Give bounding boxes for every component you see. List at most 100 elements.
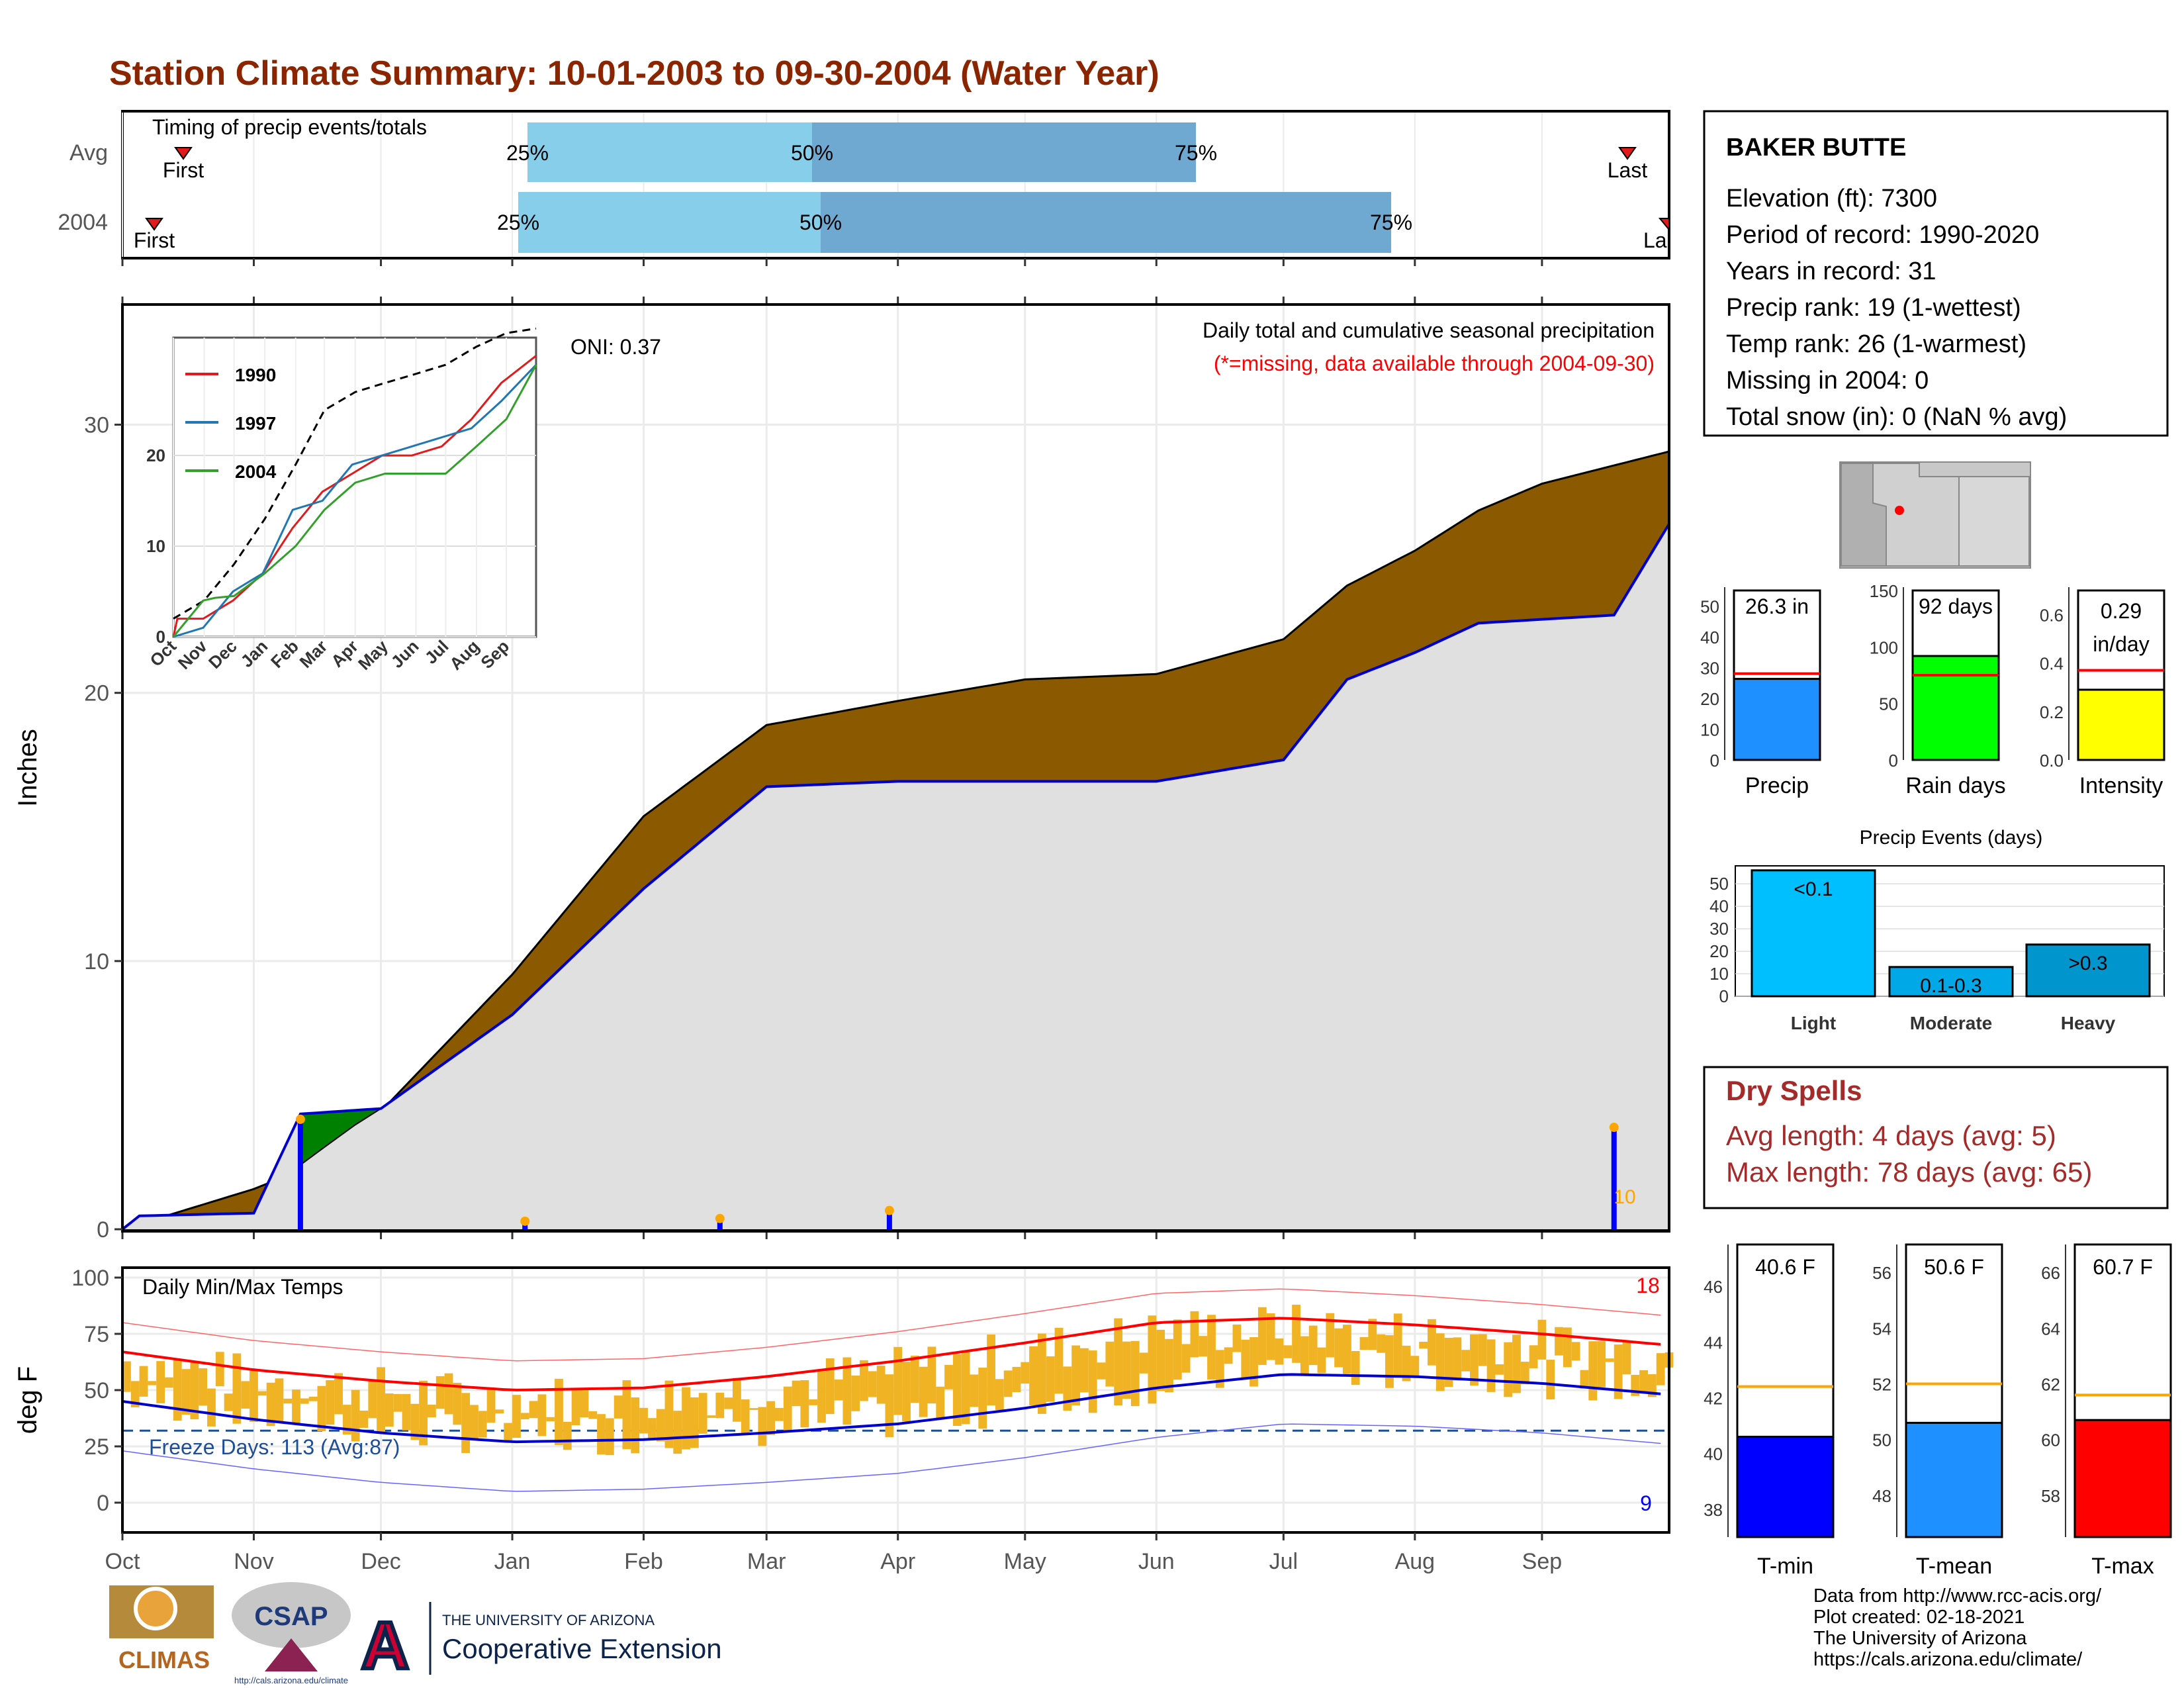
daily-temp-bar: [1181, 1344, 1191, 1373]
daily-temp-bar: [995, 1379, 1004, 1411]
temp-ytick-label: 25: [84, 1434, 109, 1460]
footer-logos: CLIMAS CSAP http://cals.arizona.edu/clim…: [109, 1582, 722, 1685]
temp-lines: [122, 1288, 1661, 1492]
daily-temp-bar: [435, 1376, 445, 1409]
climas-logo: CLIMAS: [109, 1585, 214, 1673]
station-location-marker: [1895, 506, 1904, 515]
timing-avg-last: Last: [1608, 158, 1648, 182]
daily-temp-bar: [1351, 1350, 1360, 1385]
daily-temp-bar: [978, 1368, 987, 1429]
daily-precip-marker: [1609, 1123, 1619, 1133]
daily-temp-bar: [283, 1398, 293, 1404]
temp-summary-ytick-label: 46: [1704, 1277, 1723, 1297]
station-info-frame: [1703, 110, 2169, 437]
climas-text: CLIMAS: [118, 1646, 210, 1673]
temp-label: Daily Min/Max Temps: [142, 1275, 343, 1299]
month-label: Dec: [361, 1549, 400, 1574]
month-label: Mar: [747, 1549, 786, 1574]
temp-summary-ytick-label: 48: [1872, 1486, 1891, 1506]
daily-temp-bar: [647, 1418, 657, 1440]
temp-summary-bars: 38 40 42 44 46 40.6 F T-min 48 50 52 54 56 50.6 F T-m…: [1704, 1243, 2172, 1579]
first-marker-avg-icon: [174, 147, 193, 160]
daily-precip-bar: [886, 1210, 892, 1229]
precip-ylabel: Inches: [13, 729, 42, 807]
daily-temp-bar: [1199, 1336, 1208, 1357]
summary-ytick-label: 40: [1700, 628, 1719, 647]
daily-temp-bar: [1165, 1338, 1173, 1393]
month-label: May: [1004, 1549, 1046, 1574]
daily-temp-bar: [207, 1388, 216, 1427]
summary-value-label: 92 days: [1919, 594, 1993, 618]
station-years: Years in record: 31: [1726, 258, 1936, 285]
temp-ytick-label: 0: [97, 1491, 109, 1516]
map-arizona: [1872, 463, 1960, 567]
station-info: BAKER BUTTE Elevation (ft): 7300 Period …: [1703, 110, 2169, 437]
daily-temp-bar: [1444, 1337, 1453, 1387]
daily-temp-bar: [817, 1371, 826, 1423]
temp-panel: 0 25 50 75 100 Oct Nov Dec Jan Feb Mar Apr May Jun Ju…: [13, 1266, 1674, 1574]
timing-avg-bar-50-75: [812, 122, 1196, 182]
daily-temp-bar: [876, 1366, 886, 1404]
daily-temp-bar: [1156, 1329, 1165, 1391]
inset-1997-line: [173, 364, 537, 638]
daily-temp-bar: [215, 1352, 224, 1387]
daily-temp-bar: [1122, 1341, 1131, 1399]
daily-temp-bar: [555, 1378, 563, 1445]
month-label: Oct: [105, 1549, 140, 1574]
footer-line-3: The University of Arizona: [1813, 1628, 2027, 1649]
daily-temp-bar: [512, 1395, 521, 1438]
daily-temp-bar: [1326, 1313, 1335, 1358]
station-precip-rank: Precip rank: 19 (1-wettest): [1726, 294, 2021, 322]
daily-temp-bar: [393, 1393, 402, 1412]
precip-panel-frame: [121, 303, 1670, 1233]
daily-temp-bar: [1393, 1313, 1402, 1377]
daily-temp-bar: [902, 1362, 911, 1422]
precip-ytick-label: 0: [97, 1217, 109, 1243]
missing-note: (*=missing, data available through 2004-…: [1214, 352, 1655, 375]
daily-precip-marker: [715, 1213, 725, 1223]
station-name: BAKER BUTTE: [1726, 134, 1906, 162]
daily-temp-bar: [1571, 1342, 1580, 1361]
temp-summary-ytick-label: 64: [2041, 1319, 2060, 1338]
daily-temp-bar: [359, 1411, 369, 1428]
daily-temp-bar: [1037, 1333, 1046, 1414]
daily-precip-marker: [295, 1114, 305, 1124]
daily-temp-bar: [1563, 1327, 1572, 1368]
daily-temp-bar: [1435, 1333, 1445, 1391]
daily-temp-bar: [1377, 1334, 1386, 1353]
daily-temp-bar: [944, 1364, 953, 1389]
daily-temp-bar: [580, 1389, 589, 1418]
daily-temp-bar: [800, 1380, 809, 1428]
daily-temp-bar: [292, 1389, 300, 1424]
summary-bar-precip: [1733, 678, 1821, 761]
summary-category-label: Intensity: [2079, 773, 2163, 798]
daily-temp-bar: [1504, 1342, 1513, 1397]
daily-temp-bar: [1232, 1324, 1242, 1352]
inset-avg-line: [173, 327, 537, 620]
timing-avg-25: 25%: [506, 141, 549, 165]
daily-temp-bar: [1317, 1347, 1326, 1374]
daily-temp-bar: [851, 1376, 860, 1411]
daily-temp-bar: [148, 1381, 157, 1385]
inset-ytick-label: 20: [146, 445, 165, 465]
daily-temp-bar: [1588, 1341, 1598, 1401]
events-ytick-label: 0: [1719, 986, 1729, 1006]
daily-temp-bar: [1647, 1374, 1657, 1397]
daily-temp-bar: [842, 1357, 852, 1425]
precip-ytick-label: 30: [84, 413, 109, 438]
summary-category-label: Precip: [1745, 773, 1809, 798]
timing-2004-bar-50-75: [821, 192, 1391, 253]
daily-temp-bar: [775, 1407, 784, 1421]
inset-2004-line: [172, 364, 537, 637]
daily-temp-bar: [1419, 1341, 1428, 1349]
daily-temp-bar: [1359, 1336, 1369, 1350]
daily-precip-bar: [1611, 1127, 1617, 1229]
precip-panel: 0 10 20 30 Inches ONI: 0.37 Daily total and…: [13, 297, 1670, 1243]
daily-temp-bar: [1173, 1319, 1182, 1380]
temp-summary-category-label: T-min: [1757, 1554, 1813, 1579]
daily-temp-bar: [987, 1334, 995, 1406]
month-label: Aug: [1395, 1549, 1435, 1574]
temp-summary-category-label: T-max: [2091, 1554, 2154, 1579]
daily-temp-bar: [970, 1374, 979, 1407]
timing-avg-bar-25-50: [527, 122, 812, 182]
